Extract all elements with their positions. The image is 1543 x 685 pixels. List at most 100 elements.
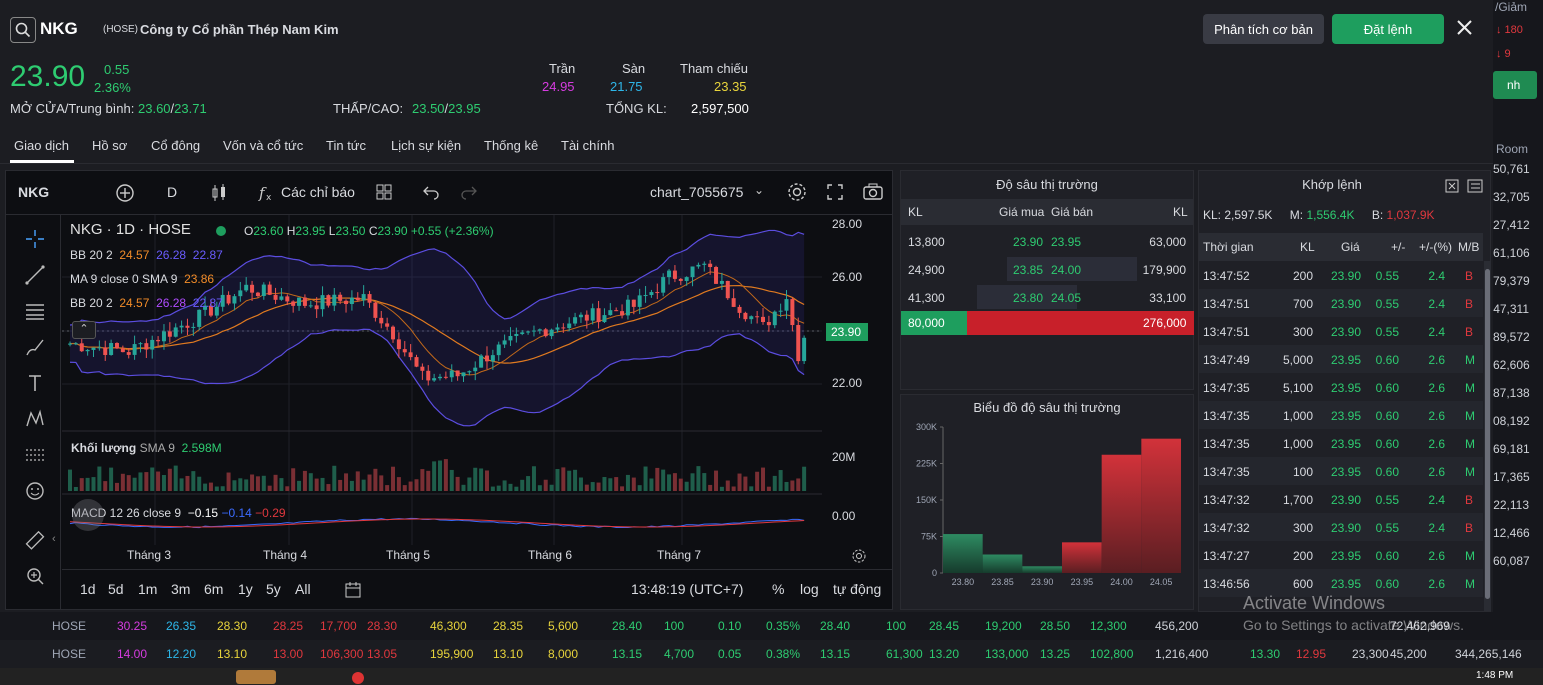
export-button[interactable] <box>1445 179 1459 196</box>
bollinger-upper-line <box>69 229 805 326</box>
fundamental-analysis-button[interactable]: Phân tích cơ bản <box>1203 14 1324 44</box>
log-scale-button[interactable]: log <box>800 581 819 597</box>
range-all[interactable]: All <box>295 581 311 597</box>
taskbar-app-icon[interactable] <box>352 672 364 684</box>
auto-scale-button[interactable]: tự động <box>833 581 882 597</box>
macd-value: −0.15 <box>187 506 219 520</box>
place-order-button[interactable]: Đặt lệnh <box>1332 14 1444 44</box>
close-button[interactable] <box>1455 15 1475 39</box>
tab-news[interactable]: Tin tức <box>326 138 367 153</box>
list-view-button[interactable] <box>1467 179 1483 196</box>
trade-row[interactable]: 13:47:32 300 23.90 0.55 2.4 B <box>1199 513 1483 541</box>
range-3m[interactable]: 3m <box>171 581 191 597</box>
trade-volume: 1,700 <box>1282 493 1313 507</box>
interval-button[interactable]: D <box>167 184 178 200</box>
range-5y[interactable]: 5y <box>266 581 281 597</box>
tab-statistics[interactable]: Thống kê <box>484 138 539 153</box>
range-1d[interactable]: 1d <box>80 581 96 597</box>
settings-button[interactable] <box>786 181 808 206</box>
brush-tool[interactable] <box>20 334 50 360</box>
bg-room-value: 87,138 <box>1493 386 1530 400</box>
candle-body <box>367 294 372 303</box>
goto-date-button[interactable] <box>344 581 362 602</box>
volume-bar <box>561 467 566 491</box>
tab-events[interactable]: Lịch sự kiện <box>391 138 462 153</box>
trendline-tool[interactable] <box>20 262 50 288</box>
compare-button[interactable] <box>115 183 135 206</box>
trade-row[interactable]: 13:47:35 5,100 23.95 0.60 2.6 M <box>1199 373 1483 401</box>
scrollbar-thumb[interactable] <box>1485 269 1490 599</box>
trade-row[interactable]: 13:46:56 600 23.95 0.60 2.6 M <box>1199 569 1483 597</box>
trade-row[interactable]: 13:47:51 300 23.90 0.55 2.4 B <box>1199 317 1483 345</box>
tab-trading[interactable]: Giao dịch <box>14 138 69 153</box>
trades-list[interactable]: 13:47:52 200 23.90 0.55 2.4 B 13:47:51 7… <box>1199 261 1483 611</box>
trade-row[interactable]: 13:47:49 5,000 23.95 0.60 2.6 M <box>1199 345 1483 373</box>
trades-scrollbar[interactable] <box>1484 261 1491 611</box>
depth-row[interactable]: 41,300 23.80 24.05 33,100 <box>901 283 1193 311</box>
axis-settings-button[interactable] <box>851 548 867 567</box>
layout-name[interactable]: chart_7055675 <box>650 184 744 200</box>
depth-row[interactable]: 24,900 23.85 24.00 179,900 <box>901 255 1193 283</box>
undo-button[interactable] <box>422 183 440 204</box>
scroll-back-button[interactable] <box>72 499 104 531</box>
trade-row[interactable]: 13:47:51 700 23.90 0.55 2.4 B <box>1199 289 1483 317</box>
range-1m[interactable]: 1m <box>138 581 158 597</box>
trade-row[interactable]: 13:47:32 1,700 23.90 0.55 2.4 B <box>1199 485 1483 513</box>
range-6m[interactable]: 6m <box>204 581 224 597</box>
templates-button[interactable] <box>375 183 393 204</box>
chart-clock[interactable]: 13:48:19 (UTC+7) <box>631 581 744 597</box>
tab-capital-dividends[interactable]: Vốn và cổ tức <box>223 138 304 153</box>
bid-price: 23.90 <box>1013 235 1044 249</box>
trade-volume: 5,100 <box>1282 381 1313 395</box>
search-button[interactable] <box>10 17 36 43</box>
candle-body <box>361 294 366 301</box>
trade-change: 0.60 <box>1375 437 1399 451</box>
redo-button[interactable] <box>460 183 478 204</box>
chart-type-button[interactable] <box>210 183 228 206</box>
candle-body <box>479 355 484 368</box>
trade-row[interactable]: 13:47:35 1,000 23.95 0.60 2.6 M <box>1199 429 1483 457</box>
pattern-tool[interactable] <box>20 406 50 432</box>
tab-profile[interactable]: Hồ sơ <box>92 138 128 153</box>
tab-shareholders[interactable]: Cổ đông <box>151 138 201 153</box>
crosshair-tool[interactable] <box>20 226 50 252</box>
text-tool[interactable] <box>20 370 50 396</box>
svg-text:x: x <box>266 193 272 203</box>
snapshot-button[interactable] <box>862 182 884 205</box>
tab-finance[interactable]: Tài chính <box>561 138 615 153</box>
bg-green-button[interactable]: nh <box>1493 71 1537 99</box>
depth-row[interactable]: 13,800 23.90 23.95 63,000 <box>901 227 1193 255</box>
taskbar-app-icon[interactable] <box>236 670 276 684</box>
ruler-tool[interactable] <box>20 528 50 554</box>
emoji-tool[interactable] <box>20 478 50 504</box>
trade-row[interactable]: 13:47:35 1,000 23.95 0.60 2.6 M <box>1199 401 1483 429</box>
ask-depth-step <box>1062 542 1102 573</box>
depth-chart[interactable]: 300K 225K 150K 75K 0 23.80 23.85 23.90 23.95 24.0… <box>901 419 1193 599</box>
percent-scale-button[interactable]: % <box>772 581 785 597</box>
fib-tool[interactable] <box>20 298 50 324</box>
volume-bar <box>578 477 583 491</box>
trade-row[interactable]: 13:47:35 100 23.95 0.60 2.6 M <box>1199 457 1483 485</box>
candle-body <box>191 326 196 328</box>
table-row[interactable]: HOSE 14.00 12.20 13.10 13.00 106,300 13.05 195,… <box>0 640 1543 668</box>
bid-depth-step <box>982 554 1023 573</box>
volume-bar <box>684 481 689 491</box>
candlestick-chart[interactable] <box>62 215 822 569</box>
trade-row[interactable]: 13:47:52 200 23.90 0.55 2.4 B <box>1199 261 1483 289</box>
chart-symbol[interactable]: NKG <box>18 184 50 200</box>
range-1y[interactable]: 1y <box>238 581 253 597</box>
indicators-label[interactable]: Các chỉ báo <box>281 184 355 200</box>
table-row[interactable]: HOSE 30.25 26.35 28.30 28.25 17,700 28.30 46,30… <box>0 612 1543 640</box>
fullscreen-button[interactable] <box>826 183 844 204</box>
bg-cell: 13.05 <box>367 647 398 661</box>
collapse-tools-icon[interactable]: ‹ <box>52 533 56 545</box>
chevron-down-icon[interactable]: ⌄ <box>754 183 765 197</box>
range-5d[interactable]: 5d <box>108 581 124 597</box>
collapse-legend-button[interactable]: ⌃ <box>72 321 96 339</box>
zoom-tool[interactable] <box>20 563 50 589</box>
forecast-tool[interactable] <box>20 442 50 468</box>
candle-body <box>114 343 119 349</box>
trade-row[interactable]: 13:47:27 200 23.95 0.60 2.6 M <box>1199 541 1483 569</box>
trade-change-pct: 2.6 <box>1428 437 1445 451</box>
